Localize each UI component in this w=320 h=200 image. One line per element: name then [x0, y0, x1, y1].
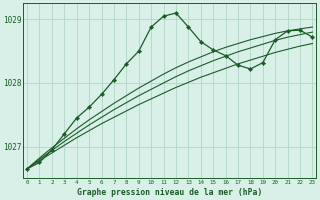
X-axis label: Graphe pression niveau de la mer (hPa): Graphe pression niveau de la mer (hPa)	[77, 188, 262, 197]
